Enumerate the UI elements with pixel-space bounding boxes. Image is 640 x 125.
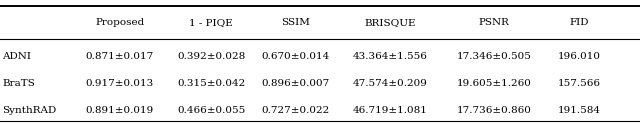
Text: 196.010: 196.010 <box>557 52 601 61</box>
Text: 0.891±0.019: 0.891±0.019 <box>86 106 154 115</box>
Text: 0.871±0.017: 0.871±0.017 <box>86 52 154 61</box>
Text: 0.670±0.014: 0.670±0.014 <box>262 52 330 61</box>
Text: PSNR: PSNR <box>479 18 510 27</box>
Text: Proposed: Proposed <box>95 18 145 27</box>
Text: FID: FID <box>570 18 589 27</box>
Text: 0.727±0.022: 0.727±0.022 <box>262 106 330 115</box>
Text: 19.605±1.260: 19.605±1.260 <box>457 79 532 88</box>
Text: SSIM: SSIM <box>282 18 310 27</box>
Text: 0.392±0.028: 0.392±0.028 <box>177 52 245 61</box>
Text: 46.719±1.081: 46.719±1.081 <box>353 106 428 115</box>
Text: 0.315±0.042: 0.315±0.042 <box>177 79 245 88</box>
Text: 47.574±0.209: 47.574±0.209 <box>353 79 428 88</box>
Text: 17.346±0.505: 17.346±0.505 <box>457 52 532 61</box>
Text: SynthRAD: SynthRAD <box>3 106 57 115</box>
Text: 0.917±0.013: 0.917±0.013 <box>86 79 154 88</box>
Text: 0.896±0.007: 0.896±0.007 <box>262 79 330 88</box>
Text: BraTS: BraTS <box>3 79 35 88</box>
Text: 0.466±0.055: 0.466±0.055 <box>177 106 245 115</box>
Text: BRISQUE: BRISQUE <box>365 18 416 27</box>
Text: ADNI: ADNI <box>3 52 31 61</box>
Text: 1 - PIQE: 1 - PIQE <box>189 18 233 27</box>
Text: 17.736±0.860: 17.736±0.860 <box>457 106 532 115</box>
Text: 191.584: 191.584 <box>557 106 601 115</box>
Text: 43.364±1.556: 43.364±1.556 <box>353 52 428 61</box>
Text: 157.566: 157.566 <box>557 79 601 88</box>
